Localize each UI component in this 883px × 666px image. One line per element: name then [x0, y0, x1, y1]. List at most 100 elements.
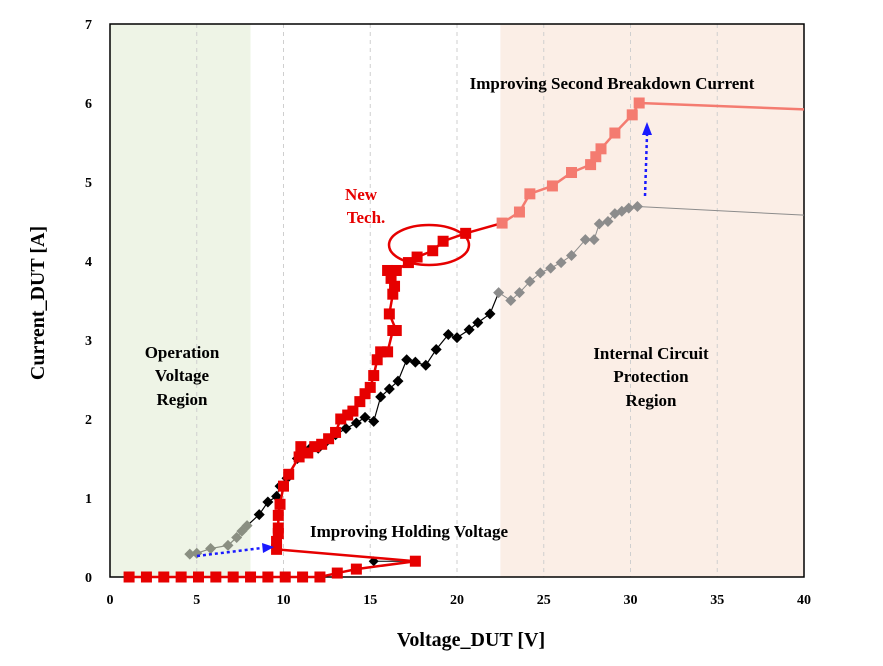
data-point: [262, 496, 274, 508]
data-point: [375, 346, 387, 358]
tick-labels: 0 5 10 15 20 25 30 35 40 0 1 2 3 4 5 6 7: [85, 18, 811, 608]
data-point: [205, 543, 217, 555]
data-point: [274, 498, 286, 510]
data-point: [546, 180, 558, 192]
annotation-operation-line3: Region: [157, 390, 209, 409]
x-tick-label: 20: [450, 593, 464, 608]
data-point: [293, 451, 305, 463]
data-point: [231, 532, 243, 543]
protection-region: [500, 24, 804, 577]
data-point: [409, 356, 421, 368]
data-point: [590, 151, 602, 163]
data-point: [262, 571, 274, 583]
data-point: [245, 571, 257, 583]
data-point: [271, 535, 283, 547]
data-point: [595, 143, 607, 155]
annotation-operation-line1: Operation: [145, 343, 220, 362]
data-point: [631, 200, 643, 212]
data-point: [585, 159, 597, 171]
data-point: [389, 280, 401, 292]
data-point: [555, 257, 567, 269]
annotation-holding-voltage: Improving Holding Voltage: [310, 522, 509, 541]
x-tick-label: 5: [193, 593, 200, 608]
data-point: [390, 264, 402, 276]
data-point: [387, 288, 399, 300]
series-layer: [123, 97, 805, 583]
series-segment: [639, 101, 805, 111]
data-point: [566, 167, 578, 179]
data-point: [427, 245, 439, 257]
data-point: [271, 543, 283, 555]
data-point: [272, 522, 284, 534]
x-axis-title: Voltage_DUT [V]: [397, 629, 545, 651]
series-segment: [356, 559, 416, 571]
data-point: [401, 354, 413, 366]
x-tick-label: 40: [797, 593, 811, 608]
holding-voltage-arrow: [196, 546, 263, 558]
data-point: [192, 571, 204, 583]
data-point: [593, 218, 605, 230]
data-point: [354, 396, 366, 408]
data-point: [364, 381, 376, 393]
x-tick-label: 0: [107, 593, 114, 608]
breakdown-current-arrowhead: [642, 122, 652, 135]
y-tick-label: 4: [85, 255, 92, 270]
data-point: [272, 509, 284, 521]
data-point: [283, 468, 295, 480]
operation-voltage-region: [110, 24, 251, 577]
data-point: [566, 249, 578, 261]
x-tick-label: 35: [710, 593, 724, 608]
data-point: [382, 346, 394, 358]
data-point: [633, 97, 645, 109]
data-point: [409, 555, 421, 567]
data-point: [411, 251, 423, 263]
data-point: [484, 308, 496, 320]
data-point: [442, 328, 454, 340]
data-point: [272, 528, 284, 540]
holding-voltage-arrowhead: [262, 543, 274, 553]
data-point: [524, 276, 536, 288]
data-point: [297, 571, 309, 583]
data-point: [382, 264, 394, 276]
data-point: [513, 287, 525, 299]
data-point: [222, 539, 234, 551]
data-point: [309, 441, 321, 453]
data-point: [420, 359, 432, 371]
data-point: [437, 235, 449, 247]
data-point: [347, 405, 359, 417]
y-axis-title: Current_DUT [A]: [27, 226, 49, 380]
data-point: [359, 388, 371, 400]
data-point: [534, 267, 546, 279]
data-point: [368, 370, 380, 382]
y-tick-label: 6: [85, 97, 92, 112]
series-segment: [276, 548, 416, 563]
x-tick-label: 25: [537, 593, 551, 608]
y-tick-label: 7: [85, 18, 92, 33]
annotation-operation-line2: Voltage: [155, 366, 210, 385]
y-tick-label: 2: [85, 413, 92, 428]
data-point: [330, 426, 342, 438]
data-point: [227, 571, 239, 583]
annotation-protection-line3: Region: [626, 391, 678, 410]
data-point: [609, 127, 621, 139]
data-point: [588, 234, 600, 246]
data-point: [241, 520, 253, 532]
data-point: [184, 548, 196, 560]
y-tick-label: 0: [85, 571, 92, 586]
data-point: [463, 324, 475, 336]
data-point: [392, 375, 404, 387]
plot-frame: [109, 23, 805, 578]
x-tick-label: 10: [277, 593, 291, 608]
series-segment: [465, 221, 503, 235]
data-point: [210, 571, 222, 583]
data-point: [331, 567, 343, 579]
data-point: [158, 571, 170, 583]
data-point: [359, 411, 371, 423]
breakdown-current-arrow: [643, 134, 649, 197]
data-point: [602, 216, 614, 227]
data-point: [279, 571, 291, 583]
data-point: [340, 422, 352, 434]
data-point: [385, 272, 397, 284]
data-point: [626, 109, 638, 121]
data-point: [350, 563, 362, 575]
